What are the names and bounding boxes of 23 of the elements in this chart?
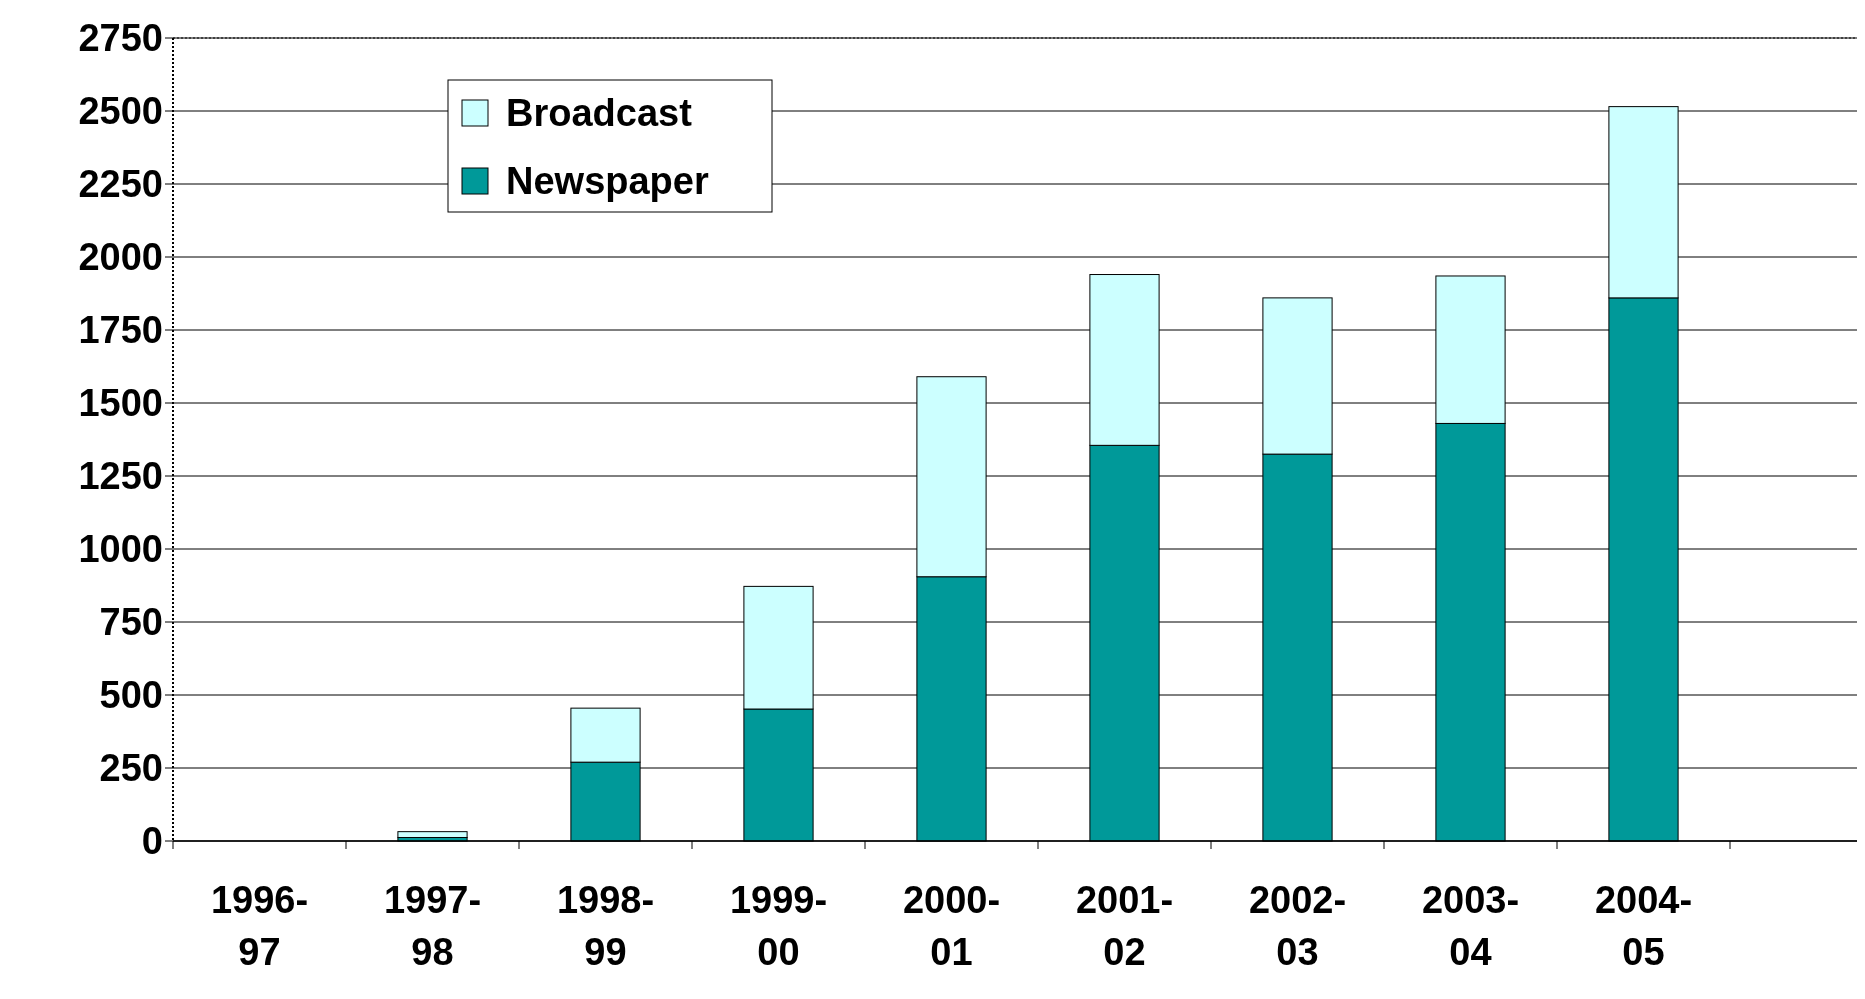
y-tick-label: 1500 [78,382,163,425]
y-tick-label: 1000 [78,528,163,571]
x-tick-label: 1999- 00 [729,879,828,973]
x-tick-label: 1998- 99 [556,879,655,973]
x-tick-label: 2000- 01 [902,879,1001,973]
x-tick-label: 1997- 98 [383,879,482,973]
x-tick-label: 2003- 04 [1421,879,1520,973]
y-tick-label: 1250 [78,455,163,498]
y-tick-label: 0 [141,820,163,863]
y-tick-label: 2750 [78,17,163,60]
x-tick-label: 2002- 03 [1248,879,1347,973]
y-tick-label: 750 [99,601,163,644]
y-tick-label: 250 [99,747,163,790]
y-tick-label: 1750 [78,309,163,352]
y-tick-label: 500 [99,674,163,717]
x-tick-label: 2004- 05 [1594,879,1693,973]
y-tick-label: 2500 [78,90,163,133]
legend-label: Broadcast [506,92,693,135]
y-tick-label: 2250 [78,163,163,206]
x-tick-label: 1996- 97 [210,879,309,973]
y-tick-label: 2000 [78,236,163,279]
legend-label: Newspaper [506,160,709,203]
x-tick-label: 2001- 02 [1075,879,1174,973]
